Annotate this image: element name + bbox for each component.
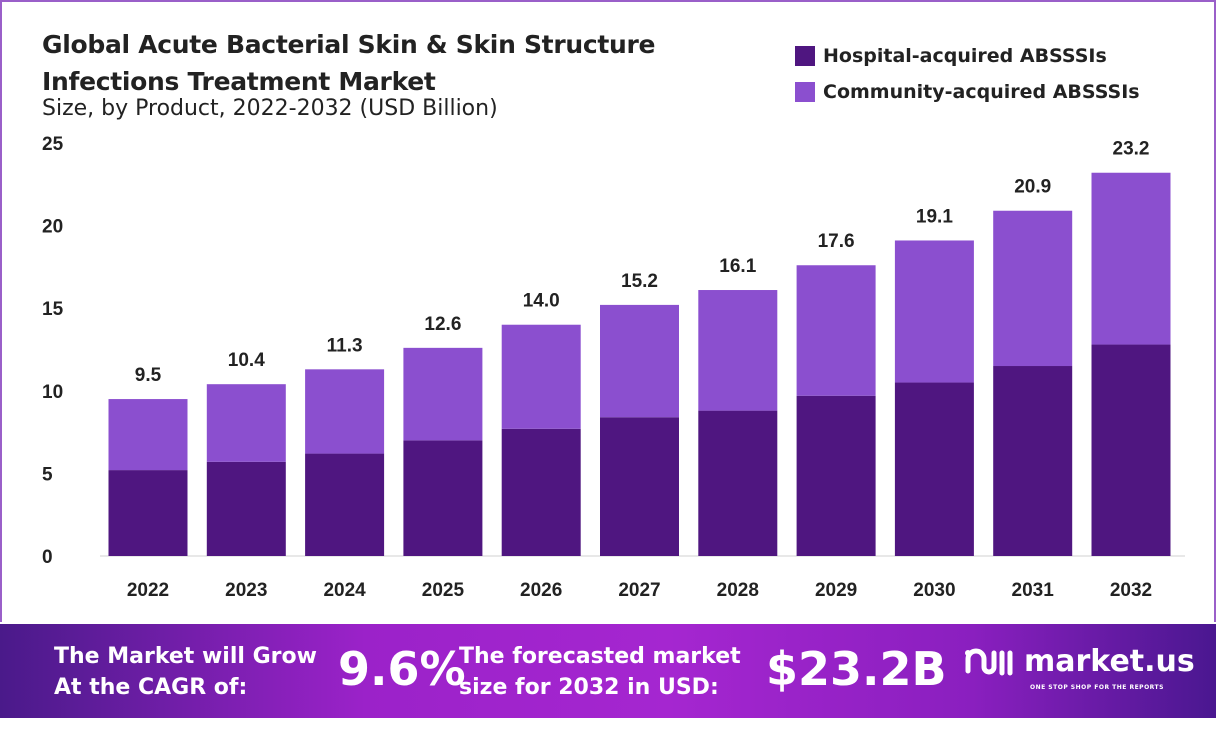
legend-label: Hospital-acquired ABSSSIs [823, 45, 1107, 67]
bar-hospital-2031 [993, 366, 1073, 556]
chart-subtitle: Size, by Product, 2022-2032 (USD Billion… [42, 96, 498, 121]
bar-hospital-2025 [403, 440, 483, 556]
x-tick-label: 2022 [127, 580, 169, 601]
x-tick-label: 2026 [520, 580, 562, 601]
data-label-total: 15.2 [621, 271, 658, 292]
x-tick-label: 2023 [225, 580, 267, 601]
bar-community-2025 [403, 347, 483, 441]
cagr-value: 9.6% [338, 642, 466, 696]
cagr-label: The Market will Grow At the CAGR of: [54, 644, 317, 700]
market-us-logo: market.us ONE STOP SHOP FOR THE REPORTS [962, 644, 1195, 691]
legend-swatch [795, 82, 815, 102]
bar-hospital-2023 [206, 461, 286, 556]
data-label-total: 19.1 [916, 206, 953, 227]
y-tick-label: 0 [42, 547, 53, 568]
bar-hospital-2029 [796, 395, 876, 556]
bar-hospital-2030 [894, 382, 974, 556]
x-tick-label: 2024 [323, 580, 366, 601]
x-tick-label: 2029 [815, 580, 857, 601]
footer-banner: The Market will Grow At the CAGR of: 9.6%… [0, 624, 1216, 718]
bar-hospital-2032 [1091, 344, 1171, 556]
y-tick-label: 20 [42, 217, 63, 238]
bar-community-2032 [1091, 172, 1171, 345]
data-label-total: 17.6 [818, 231, 855, 252]
bar-hospital-2024 [305, 453, 385, 556]
data-label-total: 14.0 [523, 291, 560, 312]
bar-hospital-2027 [600, 417, 679, 556]
chart-frame [0, 0, 1216, 622]
x-tick-label: 2032 [1110, 580, 1152, 601]
x-tick-label: 2027 [618, 580, 660, 601]
logo-tagline: ONE STOP SHOP FOR THE REPORTS [1030, 684, 1164, 691]
forecast-label: The forecasted market size for 2032 in US… [459, 644, 741, 700]
logo-icon [965, 648, 1013, 675]
bar-community-2029 [796, 265, 876, 396]
bar-hospital-2026 [501, 428, 581, 556]
bar-community-2026 [501, 324, 581, 429]
forecast-value: $23.2B [766, 642, 947, 696]
legend: Hospital-acquired ABSSSIs Community-acqu… [795, 38, 1140, 110]
legend-item-community: Community-acquired ABSSSIs [795, 74, 1140, 110]
y-tick-label: 15 [42, 299, 64, 320]
bar-community-2030 [894, 240, 974, 383]
bar-hospital-2022 [108, 470, 188, 556]
bar-community-2027 [600, 304, 679, 418]
bar-community-2031 [993, 210, 1073, 367]
bar-community-2023 [206, 384, 286, 462]
bar-hospital-2028 [698, 410, 778, 556]
bar-chart: 05101520259.5202210.4202311.3202412.6202… [42, 134, 1185, 601]
chart-title: Global Acute Bacterial Skin & Skin Struc… [42, 30, 656, 96]
x-tick-label: 2025 [422, 580, 465, 601]
data-label-total: 23.2 [1113, 139, 1150, 160]
bar-community-2024 [305, 369, 385, 454]
y-tick-label: 25 [42, 134, 64, 155]
legend-swatch [795, 46, 815, 66]
legend-label: Community-acquired ABSSSIs [823, 81, 1140, 103]
data-label-total: 12.6 [424, 314, 461, 335]
logo-name: market.us [1024, 644, 1195, 679]
data-label-total: 16.1 [719, 256, 756, 277]
bar-community-2022 [108, 399, 188, 471]
data-label-total: 20.9 [1014, 177, 1051, 198]
x-tick-label: 2030 [913, 580, 955, 601]
x-tick-label: 2028 [717, 580, 759, 601]
data-label-total: 11.3 [327, 335, 363, 356]
y-tick-label: 10 [42, 382, 63, 403]
bar-community-2028 [698, 290, 778, 411]
y-tick-label: 5 [42, 464, 53, 485]
x-tick-label: 2031 [1012, 580, 1055, 601]
data-label-total: 9.5 [135, 365, 162, 386]
data-label-total: 10.4 [228, 350, 265, 371]
legend-item-hospital: Hospital-acquired ABSSSIs [795, 38, 1140, 74]
